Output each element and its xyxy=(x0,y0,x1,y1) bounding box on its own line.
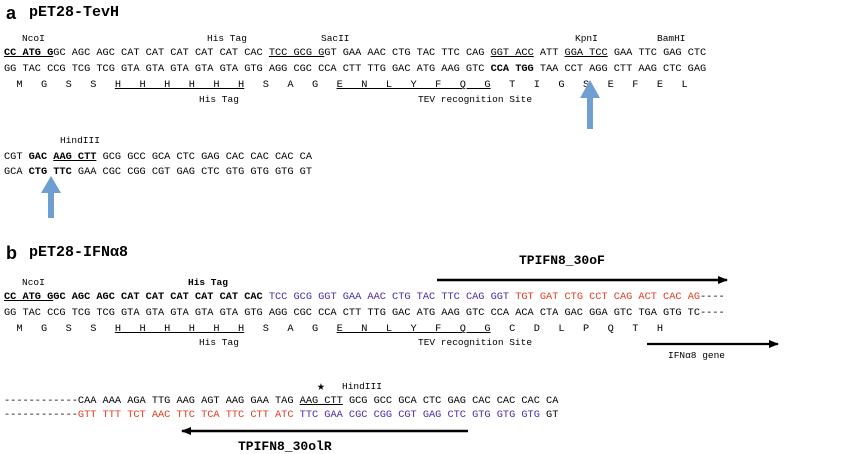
sequence-a-row1-bottom: GG TAC CCG TCG TCG GTA GTA GTA GTA GTA G… xyxy=(4,64,706,74)
ifn-red-b2: GTT TTT TCT AAC TTC TCA TTC CTT ATC xyxy=(77,409,300,421)
panel-a-letter: a xyxy=(6,3,17,23)
label-kpni-a: KpnI xyxy=(575,33,598,44)
dash-b2: ------------ xyxy=(4,395,78,407)
sequence-a-row1-top: CC ATG GGC AGC AGC CAT CAT CAT CAT CAT C… xyxy=(4,48,706,58)
tail-a: GAA TTC GAG CTC xyxy=(607,47,707,59)
kpni-cut-arrow xyxy=(580,80,600,129)
a-row2-bottom-start: GCA xyxy=(4,166,29,178)
sequence-b-row1-bottom: GG TAC CCG TCG TCG GTA GTA GTA GTA GTA G… xyxy=(4,307,725,319)
label-his-tag-a: His Tag xyxy=(207,33,247,44)
his-region-a: GC AGC AGC CAT CAT CAT CAT CAT CAC xyxy=(53,47,269,59)
sequence-b-row1-top: CC ATG GGC AGC AGC CAT CAT CAT CAT CAT C… xyxy=(4,292,725,302)
aa-his-a: H H H H H H xyxy=(114,79,245,91)
sequence-a-row2-bottom: GCA CTG TTC GAA CGC CGG CGT GAG CTC GTG … xyxy=(4,167,312,177)
dash-b: ---- xyxy=(700,291,725,303)
hindiii-bottom-site-a: CTG TTC xyxy=(28,166,72,178)
primer-forward-label: TPIFN8_30oF xyxy=(519,253,605,268)
label-ncoi-b: NcoI xyxy=(22,277,45,288)
label-ncoi-a: NcoI xyxy=(22,33,45,44)
label-his-tag-b: His Tag xyxy=(188,277,228,288)
aa-b-end: C D L P Q T H xyxy=(490,323,664,335)
kpni-bottom-site: CCA TGG xyxy=(490,63,534,75)
aa-a-end: T I G S E F E L xyxy=(509,79,688,91)
sequence-b-row2-top: ------------CAA AAA AGA TTG AAG AGT AAG … xyxy=(4,396,558,406)
a-row2-start: CGT xyxy=(4,151,29,163)
panel-a-title: pET28-TevH xyxy=(29,4,120,21)
amino-acids-b: M G S S H H H H H H S A G E N L Y F Q G … xyxy=(4,324,663,334)
a-row2-tail: GCG GCC GCA CTC GAG CAC CAC CAC CA xyxy=(96,151,312,163)
vector-purple-b2: TTC GAA CGC CGG CGT GAG CTC GTG GTG GTG xyxy=(299,409,540,421)
b-row2-end: GT xyxy=(539,409,559,421)
star-icon: ★ xyxy=(317,379,325,394)
ifn-red-b: TGT GAT CTG CCT CAG ACT CAC AG xyxy=(515,291,701,303)
his-region-b: GC AGC AGC CAT CAT CAT CAT CAT CAC xyxy=(53,291,269,303)
sacii-site: TCC GCG G xyxy=(268,47,325,59)
amino-acids-a: M G S S H H H H H H S A G E N L Y F Q G … xyxy=(4,79,688,91)
hindiii-cut-arrow xyxy=(41,176,61,218)
panel-b-title: pET28-IFNα8 xyxy=(29,244,129,261)
aa-tev-a: E N L Y F Q G xyxy=(336,79,491,91)
hindiii-site-a: AAG CTT xyxy=(53,151,97,163)
label-ifn-gene: IFNα8 gene xyxy=(668,350,726,361)
label-hindiii-a: HindIII xyxy=(60,135,100,146)
aa-b-mid: S A G xyxy=(244,323,337,335)
panel-b-letter: b xyxy=(6,243,17,263)
sequence-b-row2-bottom: ------------GTT TTT TCT AAC TTC TCA TTC … xyxy=(4,410,558,420)
aa-a-mid: S A G xyxy=(244,79,337,91)
label-tev-site-b: TEV recognition Site xyxy=(418,337,533,348)
label-bamhi-a: BamHI xyxy=(657,33,686,44)
aa-his-b: H H H H H H xyxy=(114,323,245,335)
b-row2-tail: GCG GCC GCA CTC GAG CAC CAC CAC CA xyxy=(342,395,559,407)
b-row2-start: CAA AAA AGA TTG AAG AGT AAG GAA TAG xyxy=(77,395,300,407)
bottom-strand-a-part2: TAA CCT AGG CTT AAG CTC GAG xyxy=(533,63,707,75)
ncoi-site-b: CC ATG G xyxy=(4,291,54,303)
aa-b-start: M G S S xyxy=(4,323,115,335)
label-tev-site-a: TEV recognition Site xyxy=(418,94,533,105)
primer-reverse-label: TPIFN8_30olR xyxy=(238,439,332,454)
aa-a-start: M G S S xyxy=(4,79,115,91)
label-sacii-a: SacII xyxy=(321,33,350,44)
bottom-strand-a-part1: GG TAC CCG TCG TCG GTA GTA GTA GTA GTA G… xyxy=(4,63,491,75)
kpni-site: GGT ACC xyxy=(490,47,534,59)
hindiii-site-b: AAG CTT xyxy=(299,395,343,407)
vector-purple-b: TCC GCG GGT GAA AAC CTG TAC TTC CAG GGT xyxy=(268,291,516,303)
sequence-a-row2-top: CGT GAC AAG CTT GCG GCC GCA CTC GAG CAC … xyxy=(4,152,312,162)
label-his-tag-below-a: His Tag xyxy=(199,94,239,105)
dash-b3: ------------ xyxy=(4,409,78,421)
label-his-tag-below-b: His Tag xyxy=(199,337,239,348)
bamhi-site: GGA TCC xyxy=(564,47,608,59)
spacer-a: ATT xyxy=(533,47,565,59)
label-hindiii-b: HindIII xyxy=(342,381,382,392)
ncoi-site: CC ATG G xyxy=(4,47,54,59)
tev-region-a: GT GAA AAC CTG TAC TTC CAG xyxy=(324,47,491,59)
aa-tev-b: E N L Y F Q G xyxy=(336,323,491,335)
a-row2-bottom-tail: GAA CGC CGG CGT GAG CTC GTG GTG GTG GT xyxy=(71,166,312,178)
a-row2-gac: GAC xyxy=(28,151,54,163)
